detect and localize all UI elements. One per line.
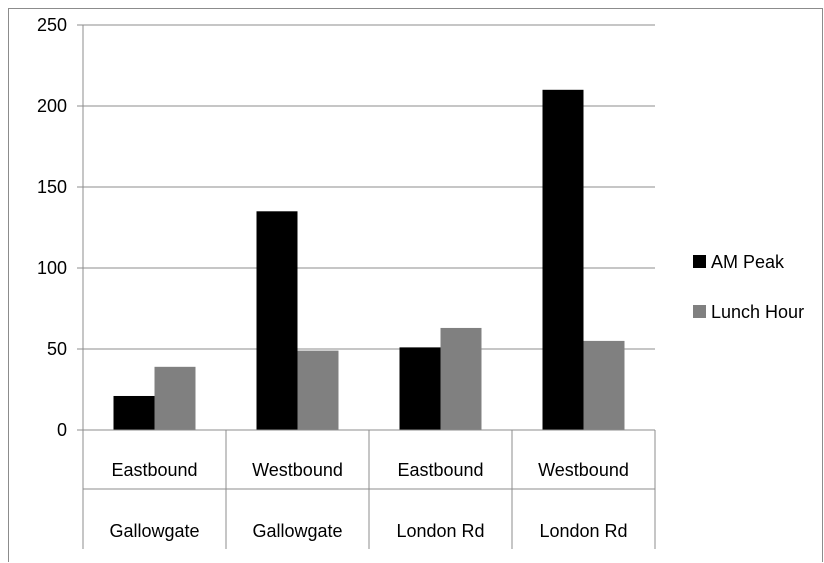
bar-am-peak [542, 89, 584, 431]
bar-lunch-hour [583, 340, 625, 430]
bar-lunch-hour [154, 366, 196, 430]
bar-am-peak [399, 347, 441, 430]
bar-am-peak [113, 395, 155, 430]
category-label: Gallowgate [109, 521, 199, 541]
category-label: Eastbound [111, 460, 197, 480]
legend-swatch [693, 255, 706, 268]
y-tick-label: 200 [37, 96, 67, 116]
x-category-labels: Eastbound Gallowgate Westbound Gallowgate Ea… [82, 430, 656, 549]
y-tick-label: 50 [47, 339, 67, 359]
bars [113, 89, 625, 431]
category-label: Westbound [538, 460, 629, 480]
legend-swatch [693, 305, 706, 318]
category-label: Gallowgate [252, 521, 342, 541]
y-tick-label: 100 [37, 258, 67, 278]
bar-am-peak [256, 211, 298, 430]
category-label: London Rd [396, 521, 484, 541]
bar-lunch-hour [440, 327, 482, 430]
y-tick-label: 0 [57, 420, 67, 440]
legend: AM Peak Lunch Hour [693, 252, 804, 322]
category-label: London Rd [539, 521, 627, 541]
y-tick-labels: 0 50 100 150 200 250 [37, 15, 67, 440]
bar-lunch-hour [297, 350, 339, 430]
y-tick-label: 150 [37, 177, 67, 197]
y-tick-label: 250 [37, 15, 67, 35]
chart-frame [8, 8, 823, 562]
legend-label: Lunch Hour [711, 302, 804, 322]
category-label: Eastbound [397, 460, 483, 480]
category-label: Westbound [252, 460, 343, 480]
legend-label: AM Peak [711, 252, 785, 272]
